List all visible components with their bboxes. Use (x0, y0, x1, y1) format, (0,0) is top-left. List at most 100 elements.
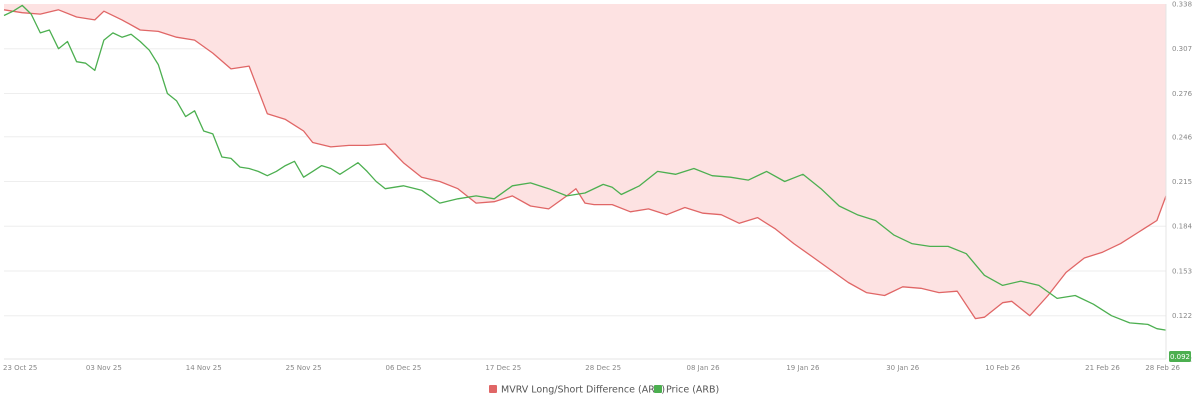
mvrv-point (267, 113, 268, 114)
price-point (385, 188, 386, 189)
mvrv-point (793, 243, 794, 244)
x-tick-label: 10 Feb 26 (985, 364, 1020, 372)
price-point (376, 181, 377, 182)
mvrv-point (630, 211, 631, 212)
price-point (49, 29, 50, 30)
mvrv-point (684, 207, 685, 208)
mvrv-point (3, 9, 4, 10)
mvrv-point (194, 40, 195, 41)
mvrv-point (1102, 252, 1103, 253)
price-point (748, 180, 749, 181)
price-point (185, 116, 186, 117)
mvrv-point (494, 201, 495, 202)
price-point (621, 194, 622, 195)
y-tick-label: 0.338 (1172, 1, 1192, 9)
price-point (929, 246, 930, 247)
mvrv-point (1011, 301, 1012, 302)
mvrv-point (1066, 272, 1067, 273)
x-tick-label: 14 Nov 25 (186, 364, 222, 372)
price-point (294, 161, 295, 162)
price-point (839, 205, 840, 206)
price-point (131, 34, 132, 35)
mvrv-point (1002, 302, 1003, 303)
price-point (730, 177, 731, 178)
mvrv-point (648, 208, 649, 209)
legend-swatch-mvrv (489, 385, 497, 393)
price-point (675, 174, 676, 175)
price-point (212, 133, 213, 134)
price-point (1147, 324, 1148, 325)
mvrv-point (938, 292, 939, 293)
price-point (67, 41, 68, 42)
mvrv-point (775, 229, 776, 230)
price-point (40, 32, 41, 33)
mvrv-point (757, 217, 758, 218)
price-point (149, 50, 150, 51)
price-point (121, 37, 122, 38)
x-tick-label: 30 Jan 26 (886, 364, 920, 372)
price-point (548, 188, 549, 189)
price-point (421, 190, 422, 191)
price-point (3, 15, 4, 16)
price-point (984, 275, 985, 276)
mvrv-point (94, 19, 95, 20)
mvrv-point (285, 119, 286, 120)
price-point (239, 167, 240, 168)
mvrv-point (103, 11, 104, 12)
price-point (267, 175, 268, 176)
price-point (875, 220, 876, 221)
mvrv-point (830, 269, 831, 270)
mvrv-point (330, 146, 331, 147)
price-point (893, 234, 894, 235)
mvrv-point (367, 145, 368, 146)
y-tick-label: 0.307 (1172, 45, 1192, 53)
mvrv-point (212, 53, 213, 54)
mvrv-point (666, 214, 667, 215)
price-point (948, 246, 949, 247)
price-point (103, 40, 104, 41)
legend-swatch-price (654, 385, 662, 393)
mvrv-point (476, 203, 477, 204)
price-point (221, 156, 222, 157)
mvrv-point (76, 16, 77, 17)
price-point (712, 175, 713, 176)
mvrv-point (1120, 243, 1121, 244)
mvrv-point (1047, 295, 1048, 296)
price-point (357, 162, 358, 163)
mvrv-point (121, 19, 122, 20)
mvrv-point (22, 12, 23, 13)
price-point (367, 171, 368, 172)
mvrv-point (385, 143, 386, 144)
mvrv-point (1084, 257, 1085, 258)
price-point (766, 171, 767, 172)
price-point (966, 253, 967, 254)
price-point (194, 110, 195, 111)
price-point (167, 93, 168, 94)
mvrv-point (40, 14, 41, 15)
price-point (693, 168, 694, 169)
mvrv-point (848, 282, 849, 283)
price-point (1038, 285, 1039, 286)
x-tick-label: 17 Dec 25 (485, 364, 521, 372)
mvrv-point (884, 295, 885, 296)
price-point (1075, 295, 1076, 296)
legend-item-price[interactable]: Price (ARB) (654, 385, 719, 396)
price-point (348, 168, 349, 169)
price-point (1129, 322, 1130, 323)
y-tick-label: 0.122 (1172, 312, 1192, 320)
legend-item-mvrv[interactable]: MVRV Long/Short Difference (ARB) (489, 385, 665, 396)
x-axis: 23 Oct 25 03 Nov 25 14 Nov 25 25 Nov 25 06 D… (3, 358, 1181, 372)
price-point (512, 185, 513, 186)
current-price-label: 0.092 (1170, 353, 1190, 361)
price-point (85, 63, 86, 64)
price-point (603, 184, 604, 185)
mvrv-point (721, 214, 722, 215)
price-point (203, 130, 204, 131)
mvrv-point (176, 37, 177, 38)
price-point (303, 177, 304, 178)
mvrv-point (439, 181, 440, 182)
y-axis: 0.338 0.307 0.276 0.246 0.215 0.184 0.153 0.122… (1165, 1, 1193, 364)
mvrv-point (811, 256, 812, 257)
price-point (612, 187, 613, 188)
